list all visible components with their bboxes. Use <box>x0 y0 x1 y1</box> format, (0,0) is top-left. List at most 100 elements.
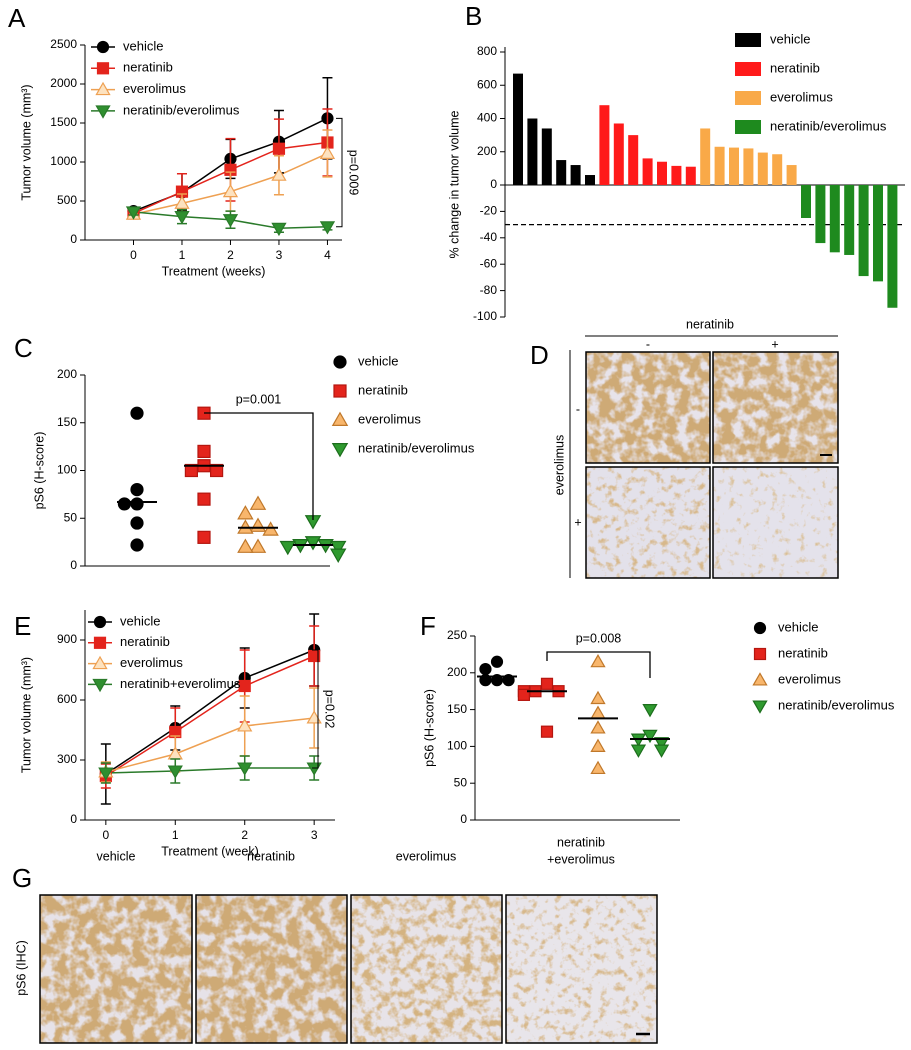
bar <box>599 105 610 185</box>
y-tick-label: -20 <box>480 204 498 218</box>
data-point <box>249 538 267 553</box>
panel-d: neratinib - + everolimus - + <box>552 317 839 579</box>
legend-label: everolimus <box>123 81 186 96</box>
bar <box>613 123 624 185</box>
data-point <box>642 704 658 718</box>
data-point <box>590 738 606 752</box>
legend-label: neratinib <box>770 60 820 75</box>
row-label: pS6 (IHC) <box>14 940 28 996</box>
legend-label: neratinib/everolimus <box>778 697 895 712</box>
data-point <box>329 540 347 556</box>
y-tick-label: -60 <box>480 256 498 270</box>
legend-label: everolimus <box>358 411 421 426</box>
data-point <box>167 765 183 779</box>
y-tick-label: 200 <box>477 144 497 158</box>
data-point <box>653 737 670 751</box>
data-point <box>271 167 287 181</box>
annotation: p=0.001 <box>236 392 282 406</box>
y-tick-label: 150 <box>57 415 77 429</box>
data-point <box>642 729 658 744</box>
data-point <box>306 710 322 724</box>
y-tick-label: 0 <box>70 812 77 826</box>
bar <box>786 165 797 185</box>
legend-label: neratinib/everolimus <box>770 118 887 133</box>
legend-marker <box>753 621 767 635</box>
data-point <box>237 538 254 553</box>
legend-label: vehicle <box>770 31 810 46</box>
bar <box>628 135 639 185</box>
data-point <box>540 725 554 738</box>
y-tick-label: 200 <box>57 367 77 381</box>
y-tick-label: 1500 <box>50 115 77 129</box>
bar <box>527 118 538 185</box>
data-point <box>238 679 251 693</box>
legend-marker <box>96 40 110 54</box>
legend-marker <box>752 672 768 686</box>
column-label: neratinib <box>247 849 295 863</box>
ihc-image <box>505 894 658 1044</box>
ihc-image <box>350 894 503 1044</box>
ihc-image <box>195 894 348 1044</box>
y-tick-label: 100 <box>57 463 77 477</box>
bar <box>873 185 883 282</box>
y-tick-label: 2500 <box>50 37 77 51</box>
y-axis-label: Tumor volume (mm³) <box>19 84 33 200</box>
bar <box>700 128 711 185</box>
panel-label: F <box>420 611 436 641</box>
data-point <box>319 221 336 235</box>
bar <box>887 185 898 308</box>
data-point <box>272 142 286 155</box>
data-point <box>304 536 322 551</box>
data-point <box>271 222 287 237</box>
panel-label: D <box>530 340 549 370</box>
legend-swatch <box>735 33 761 47</box>
bar <box>585 175 595 185</box>
y-tick-label: 500 <box>57 193 77 207</box>
series-line <box>105 767 315 774</box>
y-tick-label: 0 <box>70 558 77 572</box>
legend-marker <box>96 62 110 75</box>
y-tick-label: 900 <box>57 632 77 646</box>
legend-swatch <box>735 91 761 105</box>
legend-marker <box>95 81 111 96</box>
data-point <box>130 538 144 552</box>
series-line <box>105 649 315 775</box>
legend-marker <box>753 647 767 661</box>
column-label: - <box>646 337 650 351</box>
data-point <box>329 548 347 563</box>
bar <box>772 154 783 185</box>
data-point <box>590 760 606 775</box>
x-axis-label: Treatment (weeks) <box>162 264 266 278</box>
bar <box>729 147 739 185</box>
y-tick-label: 600 <box>57 692 77 706</box>
bar <box>844 185 855 255</box>
column-label: vehicle <box>97 849 136 863</box>
y-tick-label: 300 <box>57 752 77 766</box>
annotation: p=0.02 <box>323 690 337 729</box>
legend-label: everolimus <box>778 671 841 686</box>
legend-label: neratinib <box>778 645 828 660</box>
data-point <box>130 483 144 497</box>
y-tick-label: 600 <box>477 77 497 91</box>
row-label: + <box>574 515 581 529</box>
legend-marker <box>331 443 349 458</box>
legend-label: vehicle <box>120 613 160 628</box>
data-point <box>174 195 190 209</box>
bar <box>657 161 667 185</box>
legend-label: everolimus <box>770 89 833 104</box>
annotation: p=0.009 <box>347 150 361 196</box>
data-point <box>130 497 144 511</box>
data-point <box>249 495 267 510</box>
data-point <box>279 540 297 556</box>
legend-marker <box>752 700 768 714</box>
x-tick-label: 3 <box>311 828 318 842</box>
ihc-image <box>585 466 711 579</box>
row-label: - <box>576 402 580 416</box>
column-label: +everolimus <box>547 852 615 866</box>
data-point <box>174 211 190 225</box>
data-point <box>210 463 224 478</box>
significance-bracket <box>336 117 343 228</box>
bar <box>801 185 811 218</box>
legend-label: neratinib/everolimus <box>358 440 475 455</box>
